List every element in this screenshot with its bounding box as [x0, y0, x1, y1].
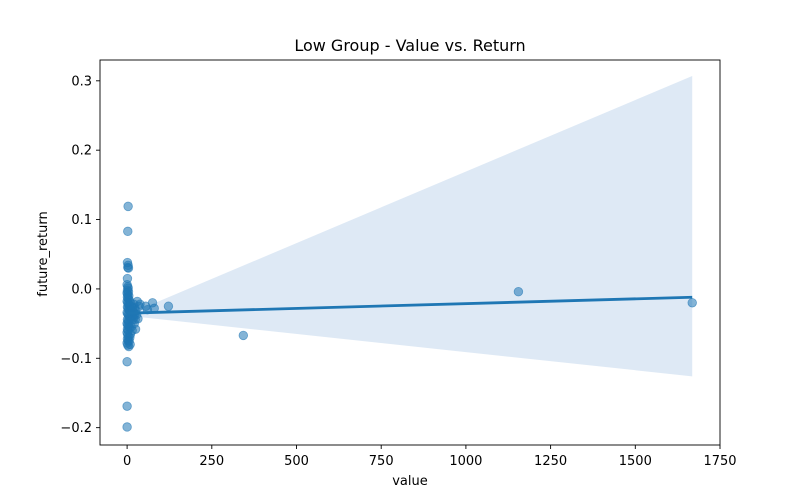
x-tick-label: 1250: [534, 454, 567, 469]
data-point: [123, 263, 134, 273]
x-axis: 0 250 500 750 1000 1250 1500 1750: [123, 445, 737, 469]
x-axis-label: value: [392, 474, 428, 489]
data-point: [122, 357, 132, 367]
y-axis: −0.2 −0.1 0.0 0.1 0.2 0.3: [60, 74, 100, 436]
y-tick-label: 0.1: [71, 213, 92, 228]
data-point: [130, 324, 141, 334]
data-point: [125, 339, 135, 350]
x-tick-label: 0: [123, 454, 131, 469]
x-tick-label: 1000: [449, 454, 482, 469]
confidence-band: [135, 75, 693, 377]
y-tick-label: 0.2: [71, 144, 92, 159]
plot-area: [122, 75, 697, 432]
data-point: [238, 330, 249, 341]
regression-line: [127, 295, 693, 315]
data-point: [122, 422, 132, 432]
y-tick-label: −0.1: [60, 352, 92, 367]
data-point: [123, 201, 133, 212]
chart-title: Low Group - Value vs. Return: [294, 36, 525, 55]
x-tick-label: 1500: [619, 454, 652, 469]
y-tick-label: 0.0: [71, 282, 92, 297]
data-point: [123, 226, 133, 237]
data-point: [687, 298, 697, 308]
x-tick-label: 1750: [703, 454, 736, 469]
data-point: [122, 401, 132, 411]
y-tick-label: 0.3: [71, 74, 92, 89]
y-axis-label: future_return: [36, 211, 51, 296]
data-point: [163, 301, 174, 311]
plot-frame: [99, 59, 721, 446]
x-tick-label: 250: [199, 454, 224, 469]
y-tick-label: −0.2: [60, 421, 92, 436]
data-point: [133, 314, 143, 324]
x-tick-label: 750: [369, 454, 394, 469]
x-tick-label: 500: [284, 454, 309, 469]
data-point: [513, 286, 524, 297]
